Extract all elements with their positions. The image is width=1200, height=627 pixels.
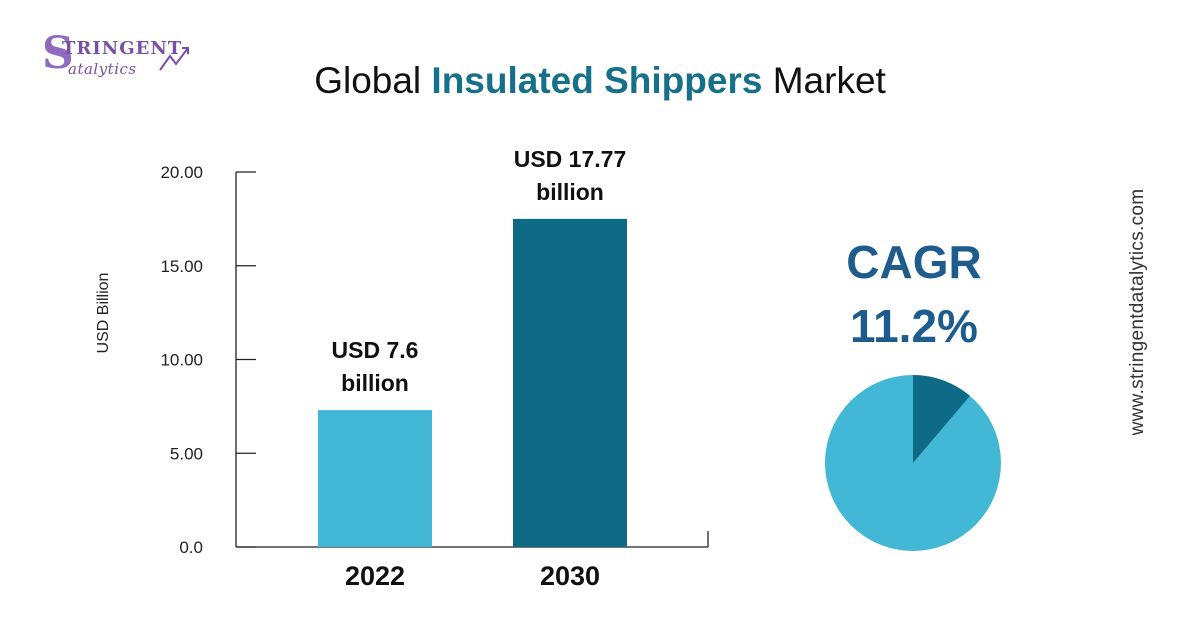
cagr-label: CAGR (846, 236, 982, 288)
logo-arrow-icon (159, 47, 189, 71)
data-label: USD 7.6 (332, 337, 419, 363)
x-tick-label: 2030 (540, 561, 600, 591)
data-label: billion (341, 370, 409, 396)
pie-slice-cagr (913, 375, 970, 463)
x-tick-label: 2022 (345, 561, 405, 591)
y-tick-label: 20.00 (160, 163, 203, 182)
y-tick-label: 0.0 (179, 538, 203, 557)
y-tick-label: 5.00 (170, 444, 203, 463)
cagr-pie (825, 375, 1001, 551)
data-label: billion (536, 179, 604, 205)
bar-chart: 0.0 5.00 10.00 15.00 20.00 USD Billion 2022 USD… (95, 146, 709, 591)
title-suffix: Market (762, 60, 886, 101)
logo-line-1: TRINGENT (62, 38, 183, 59)
cagr-value: 11.2% (850, 300, 978, 352)
title-prefix: Global (314, 60, 432, 101)
y-axis-title: USD Billion (95, 273, 112, 354)
title-highlight: Insulated Shippers (431, 60, 763, 101)
bar-2022 (318, 410, 432, 547)
data-label: USD 17.77 (514, 146, 627, 172)
website-url: www.stringentdatalytics.com (1127, 188, 1148, 436)
y-tick-label: 15.00 (160, 257, 203, 276)
y-tick-label: 10.00 (160, 351, 203, 370)
brand-logo: S TRINGENT atalytics (40, 32, 200, 86)
cagr-block: CAGR 11.2% (800, 230, 1028, 358)
page-title: Global Insulated Shippers Market (0, 60, 1200, 102)
logo-line-2: atalytics (68, 60, 137, 78)
logo-letter: S (42, 28, 74, 79)
bar-2030 (513, 218, 627, 547)
